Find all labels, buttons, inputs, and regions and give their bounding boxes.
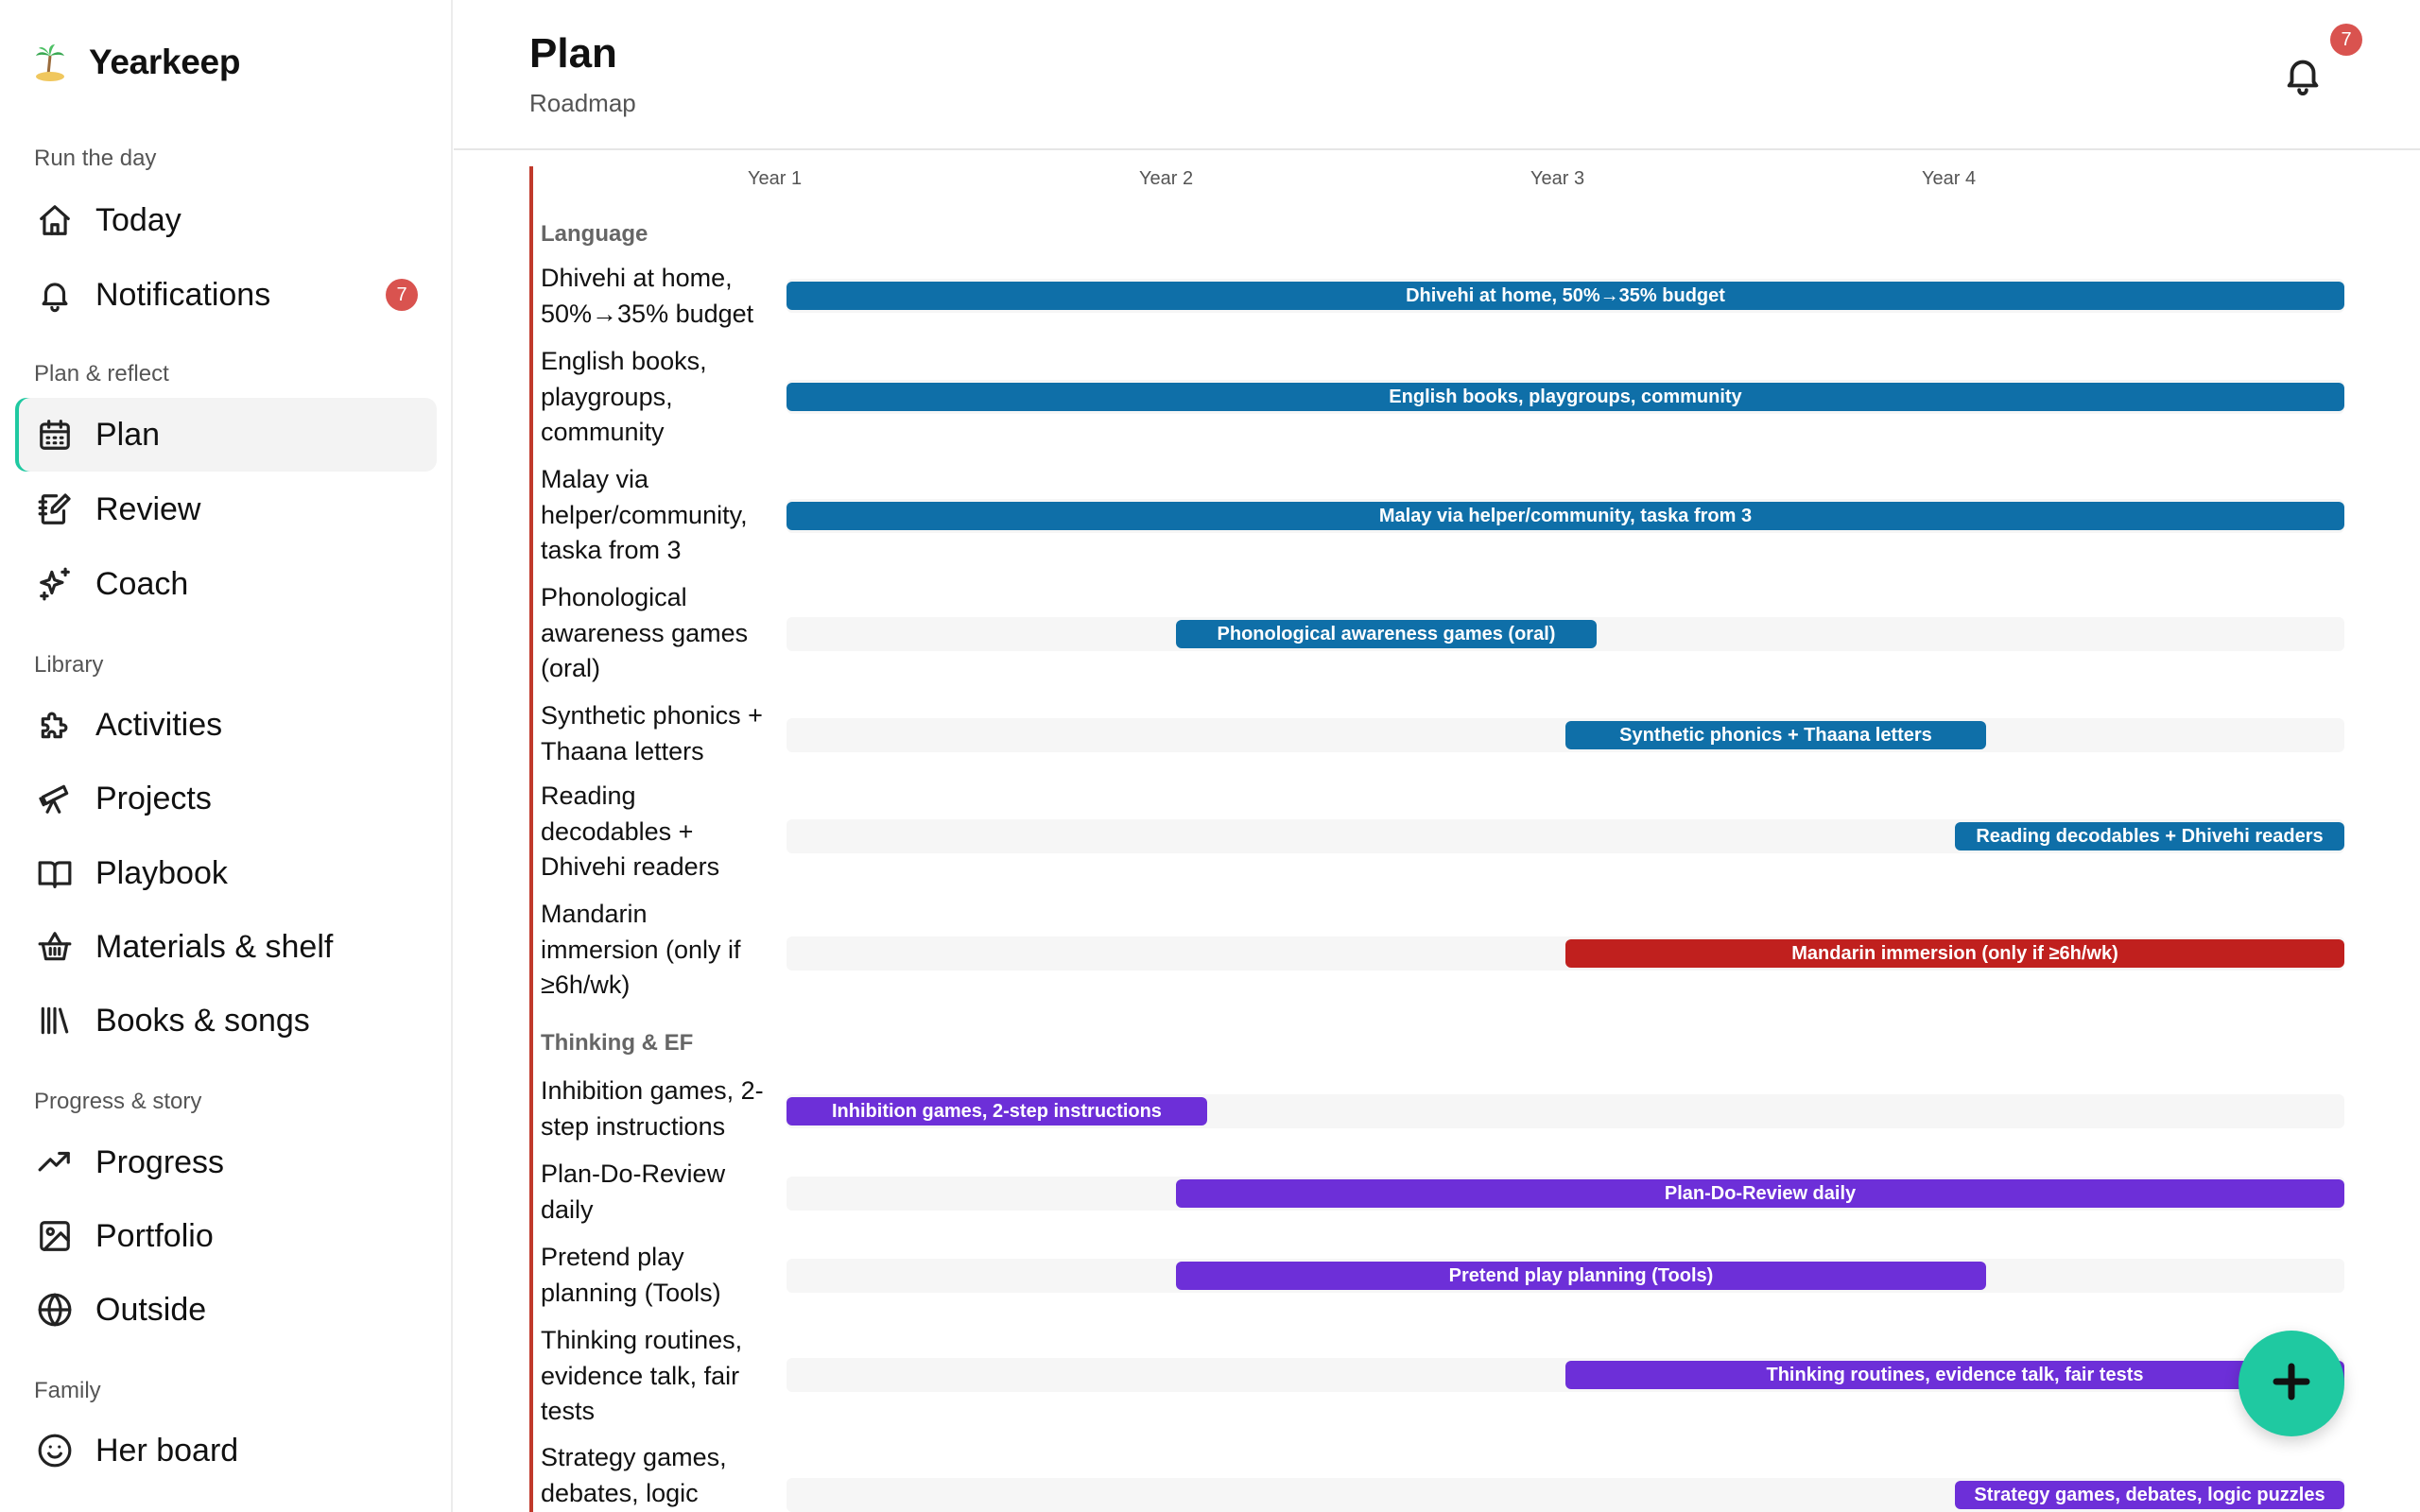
book-open-icon bbox=[36, 854, 74, 892]
timeline-line bbox=[529, 166, 533, 1512]
sidebar-item-label: Her board bbox=[95, 1432, 239, 1469]
roadmap-row-label: Pretend play planning (Tools) bbox=[541, 1243, 721, 1307]
smile-icon bbox=[36, 1432, 74, 1469]
roadmap-bar[interactable]: Thinking routines, evidence talk, fair t… bbox=[1565, 1361, 2344, 1389]
notification-count-badge: 7 bbox=[2330, 24, 2362, 56]
roadmap-bar[interactable]: English books, playgroups, community bbox=[786, 383, 2344, 411]
sidebar-item-outside[interactable]: Outside bbox=[15, 1273, 437, 1347]
roadmap-group-label: Language bbox=[541, 221, 648, 247]
roadmap-row-label: English books, playgroups, community bbox=[541, 347, 707, 446]
roadmap-row-label: Plan-Do-Review daily bbox=[541, 1160, 726, 1224]
roadmap-bar[interactable]: Phonological awareness games (oral) bbox=[1176, 620, 1597, 648]
calendar-icon bbox=[36, 416, 74, 454]
library-icon bbox=[36, 1002, 74, 1040]
roadmap-bar[interactable]: Reading decodables + Dhivehi readers bbox=[1955, 822, 2344, 850]
sidebar-item-progress[interactable]: Progress bbox=[15, 1125, 437, 1199]
year-label: Year 1 bbox=[748, 168, 803, 189]
roadmap-row-label: Thinking routines, evidence talk, fair t… bbox=[541, 1326, 743, 1425]
plus-icon bbox=[2269, 1359, 2314, 1409]
roadmap-bar[interactable]: Strategy games, debates, logic puzzles bbox=[1955, 1481, 2344, 1509]
roadmap-row-label: Synthetic phonics + Thaana letters bbox=[541, 701, 763, 765]
sidebar-item-books-songs[interactable]: Books & songs bbox=[15, 984, 437, 1057]
notification-count-badge: 7 bbox=[386, 279, 418, 311]
sidebar-item-plan[interactable]: Plan bbox=[15, 398, 437, 472]
image-icon bbox=[36, 1217, 74, 1255]
roadmap-bar[interactable]: Dhivehi at home, 50%→35% budget bbox=[786, 282, 2344, 310]
sidebar-item-label: Playbook bbox=[95, 854, 228, 891]
palm-tree-island-icon bbox=[34, 43, 66, 82]
bell-icon bbox=[36, 276, 74, 314]
sidebar-item-label: Plan bbox=[95, 416, 161, 453]
sidebar-item-her-board[interactable]: Her board bbox=[15, 1414, 437, 1487]
sidebar-item-label: Progress bbox=[95, 1143, 225, 1180]
trending-up-icon bbox=[36, 1143, 74, 1181]
brand[interactable]: Yearkeep bbox=[34, 38, 240, 87]
roadmap-bar[interactable]: Malay via helper/community, taska from 3 bbox=[786, 502, 2344, 530]
roadmap-row-label: Phonological awareness games (oral) bbox=[541, 583, 749, 682]
roadmap-group-label: Thinking & EF bbox=[541, 1030, 694, 1056]
edit-notebook-icon bbox=[36, 490, 74, 528]
sidebar-item-label: Today bbox=[95, 201, 182, 238]
page-subtitle: Roadmap bbox=[529, 89, 636, 117]
sidebar-item-portfolio[interactable]: Portfolio bbox=[15, 1199, 437, 1273]
puzzle-icon bbox=[36, 706, 74, 744]
section-label-progress-story: Progress & story bbox=[34, 1089, 202, 1114]
sidebar-item-today[interactable]: Today bbox=[15, 183, 437, 257]
sidebar-item-playbook[interactable]: Playbook bbox=[15, 836, 437, 910]
section-label-run-the-day: Run the day bbox=[34, 146, 157, 171]
sidebar-item-label: Review bbox=[95, 490, 201, 527]
sidebar-item-label: Projects bbox=[95, 780, 212, 816]
notifications-bell-button[interactable] bbox=[2281, 53, 2325, 96]
page-title: Plan bbox=[529, 30, 617, 77]
roadmap-row-label: Reading decodables + Dhivehi readers bbox=[541, 782, 720, 881]
sidebar-item-label: Activities bbox=[95, 706, 223, 743]
sidebar-item-materials-shelf[interactable]: Materials & shelf bbox=[15, 910, 437, 984]
page-header: Plan Roadmap 7 bbox=[454, 0, 2420, 150]
roadmap-row-label: Strategy games, debates, logic puzzles bbox=[541, 1443, 727, 1507]
section-label-plan-reflect: Plan & reflect bbox=[34, 361, 169, 387]
sparkles-icon bbox=[36, 565, 74, 603]
section-label-family: Family bbox=[34, 1378, 101, 1403]
sidebar-item-review[interactable]: Review bbox=[15, 472, 437, 546]
app-name: Yearkeep bbox=[89, 43, 241, 81]
roadmap-row-label: Malay via helper/community, taska from 3 bbox=[541, 465, 748, 564]
roadmap-row-label: Mandarin immersion (only if ≥6h/wk) bbox=[541, 900, 741, 999]
home-icon bbox=[36, 201, 74, 239]
globe-icon bbox=[36, 1291, 74, 1329]
sidebar-item-label: Notifications bbox=[95, 276, 271, 313]
add-button[interactable] bbox=[2238, 1331, 2344, 1436]
roadmap: Year 1 Year 2 Year 3 Year 4 Language Dhivehi … bbox=[454, 151, 2420, 1512]
roadmap-bar[interactable]: Synthetic phonics + Thaana letters bbox=[1565, 721, 1986, 749]
basket-icon bbox=[36, 928, 74, 966]
roadmap-bar[interactable]: Pretend play planning (Tools) bbox=[1176, 1262, 1986, 1290]
section-label-library: Library bbox=[34, 652, 104, 678]
sidebar-item-label: Outside bbox=[95, 1291, 207, 1328]
sidebar-item-activities[interactable]: Activities bbox=[15, 688, 437, 762]
year-label: Year 4 bbox=[1922, 168, 1977, 189]
year-label: Year 2 bbox=[1139, 168, 1194, 189]
sidebar-item-label: Coach bbox=[95, 565, 189, 602]
roadmap-bar[interactable]: Plan-Do-Review daily bbox=[1176, 1179, 2344, 1208]
roadmap-row-label: Inhibition games, 2-step instructions bbox=[541, 1076, 764, 1141]
year-label: Year 3 bbox=[1530, 168, 1585, 189]
sidebar-item-label: Materials & shelf bbox=[95, 928, 334, 965]
sidebar-item-notifications[interactable]: Notifications 7 bbox=[15, 258, 437, 332]
sidebar-item-coach[interactable]: Coach bbox=[15, 547, 437, 621]
sidebar: Yearkeep Run the day Today Notifications… bbox=[0, 0, 453, 1512]
roadmap-bar[interactable]: Inhibition games, 2-step instructions bbox=[786, 1097, 1207, 1125]
roadmap-bar[interactable]: Mandarin immersion (only if ≥6h/wk) bbox=[1565, 939, 2344, 968]
roadmap-row-label: Dhivehi at home, 50%→35% budget bbox=[541, 264, 754, 328]
bell-icon bbox=[2281, 60, 2325, 100]
sidebar-item-label: Portfolio bbox=[95, 1217, 214, 1254]
telescope-icon bbox=[36, 780, 74, 817]
sidebar-item-projects[interactable]: Projects bbox=[15, 762, 437, 835]
sidebar-item-label: Books & songs bbox=[95, 1002, 310, 1039]
